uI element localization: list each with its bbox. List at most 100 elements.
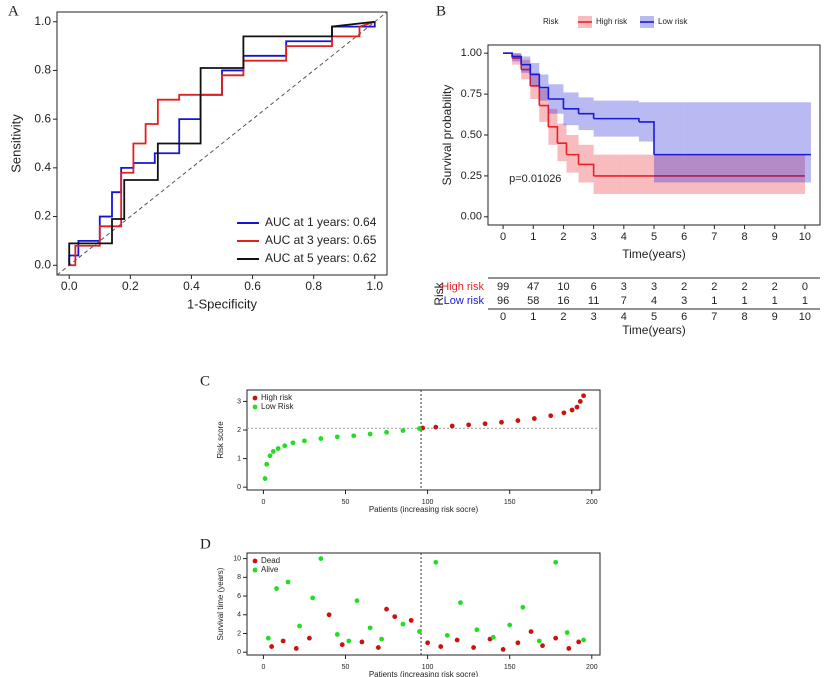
risk-count: 4	[651, 295, 657, 307]
x-tick-label: 0.6	[244, 279, 261, 293]
y-tick-label: 0.75	[461, 88, 482, 100]
table-x-tick-label: 4	[621, 311, 627, 323]
y-tick-label: 0.4	[34, 160, 51, 174]
legend-label: Low risk	[658, 17, 688, 26]
x-tick-label: 0	[261, 499, 265, 506]
point	[392, 614, 398, 620]
point	[354, 598, 360, 604]
point	[334, 632, 340, 637]
legend-label: AUC at 1 years: 0.64	[265, 215, 377, 229]
x-tick-label: 100	[422, 499, 434, 506]
risk-count: 6	[591, 281, 597, 293]
confidence-band	[512, 53, 522, 65]
y-axis-title: Sensitivity	[8, 114, 23, 173]
point	[416, 629, 422, 635]
point	[471, 645, 476, 650]
y-axis-title: Risk score	[216, 421, 225, 459]
x-tick-label: 200	[586, 664, 598, 671]
table-x-tick-label: 10	[799, 311, 811, 323]
risk-row-label: High risk	[441, 281, 484, 293]
point	[574, 404, 580, 410]
point	[528, 629, 534, 635]
y-tick-label: 2	[237, 427, 241, 434]
survival-step	[512, 55, 522, 65]
point	[269, 644, 275, 649]
y-tick-label: 0	[237, 484, 241, 491]
table-x-tick-label: 2	[560, 311, 566, 323]
legend-label: AUC at 5 years: 0.62	[265, 251, 377, 265]
y-tick-label: 0	[237, 649, 241, 656]
point	[466, 422, 472, 428]
survival-step	[557, 142, 568, 155]
point	[400, 428, 406, 433]
x-tick-label: 0.4	[183, 279, 200, 293]
panel-label: A	[8, 3, 19, 19]
p-value: p=0.01026	[509, 173, 561, 185]
point	[499, 419, 504, 425]
risk-count: 1	[711, 295, 717, 307]
risk-count: 1	[802, 295, 808, 307]
point	[384, 606, 389, 612]
x-tick-label: 9	[772, 231, 778, 243]
point	[274, 586, 279, 591]
point	[262, 476, 268, 481]
risk-count: 11	[588, 295, 599, 307]
point	[265, 635, 271, 641]
table-x-tick-label: 8	[741, 311, 747, 323]
x-tick-label: 0.0	[61, 279, 78, 293]
y-tick-label: 3	[237, 398, 241, 405]
point	[318, 436, 324, 441]
y-tick-label: 0.50	[461, 129, 482, 141]
point	[425, 640, 431, 646]
panel-label: C	[200, 373, 210, 389]
point	[548, 413, 554, 419]
table-x-tick-label: 7	[711, 311, 717, 323]
confidence-band	[593, 154, 624, 194]
table-x-tick-label: 1	[530, 311, 536, 323]
x-tick-label: 100	[422, 664, 434, 671]
y-tick-label: 0.8	[34, 63, 51, 77]
point	[531, 416, 537, 421]
risk-count: 2	[711, 281, 717, 293]
point	[400, 621, 406, 627]
risk-count: 96	[497, 295, 509, 307]
survival-step	[530, 73, 541, 88]
x-tick-label: 6	[681, 231, 687, 243]
point	[310, 595, 316, 601]
x-tick-label: 0.2	[122, 279, 139, 293]
x-tick-label: 0	[500, 231, 506, 243]
survival-step	[638, 121, 655, 155]
point	[449, 423, 455, 429]
legend-dot	[252, 395, 258, 401]
legend-label: AUC at 3 years: 0.65	[265, 233, 377, 247]
point	[416, 426, 422, 431]
legend-label: High risk	[261, 393, 293, 402]
point	[306, 635, 312, 641]
y-tick-label: 10	[233, 555, 241, 562]
point	[515, 640, 521, 646]
point	[515, 418, 521, 423]
point	[577, 399, 583, 404]
point	[500, 646, 506, 652]
table-x-tick-label: 5	[651, 311, 657, 323]
point	[581, 637, 586, 643]
confidence-band	[654, 154, 805, 194]
panel-label: B	[436, 3, 446, 19]
x-tick-label: 4	[621, 231, 627, 243]
legend-dot	[252, 558, 258, 564]
point	[264, 461, 270, 467]
risk-count: 10	[557, 281, 569, 293]
point	[270, 449, 276, 454]
x-tick-label: 1.0	[366, 279, 383, 293]
point	[520, 604, 526, 610]
point	[553, 635, 559, 641]
risk-count: 2	[772, 281, 778, 293]
y-tick-label: 0.25	[461, 170, 482, 182]
survival-step	[539, 104, 550, 127]
point	[346, 638, 352, 644]
risk-count: 58	[527, 295, 539, 307]
plot-frame	[56, 11, 388, 276]
survival-step	[566, 153, 580, 165]
survival-step	[593, 117, 640, 122]
